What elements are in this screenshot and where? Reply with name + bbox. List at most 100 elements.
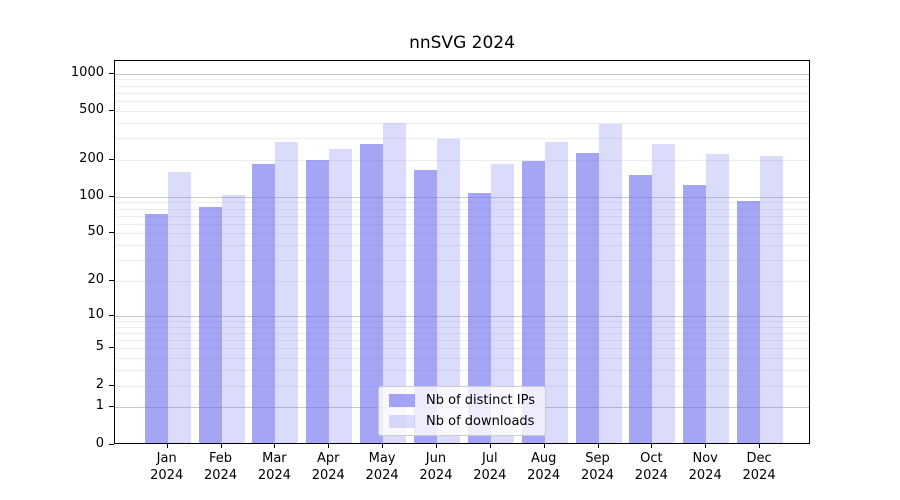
y-tick-200 <box>109 158 114 160</box>
legend-label-downloads: Nb of downloads <box>426 414 535 429</box>
x-tick-month-may: May <box>368 451 396 466</box>
x-tick-year-aug: 2024 <box>527 468 561 483</box>
x-tick-year-apr: 2024 <box>311 468 345 483</box>
x-tick-year-feb: 2024 <box>204 468 238 483</box>
bar-nb-of-distinct-ips-apr <box>306 159 330 443</box>
bar-nb-of-distinct-ips-feb <box>198 207 222 443</box>
x-tick-jul <box>489 444 491 448</box>
bar-nb-of-distinct-ips-aug <box>521 161 545 443</box>
y-tick-500 <box>109 109 114 111</box>
y-tick-label-500: 500 <box>79 101 104 117</box>
gridline-minor-80 <box>115 208 809 210</box>
y-tick-10 <box>109 314 114 316</box>
gridline-minor-50 <box>115 233 809 235</box>
gridline-minor-700 <box>115 92 809 94</box>
x-tick-month-jun: Jun <box>425 451 447 466</box>
gridline-minor-900 <box>115 79 809 81</box>
x-tick-label-mar: Mar 2024 <box>242 450 306 484</box>
y-tick-1 <box>109 406 114 408</box>
y-tick-label-50: 50 <box>87 224 104 240</box>
legend: Nb of distinct IPs Nb of downloads <box>378 386 546 436</box>
y-tick-label-200: 200 <box>79 150 104 166</box>
x-tick-apr <box>328 444 330 448</box>
bar-nb-of-distinct-ips-jan <box>144 214 168 443</box>
gridline-minor-4 <box>115 358 809 360</box>
x-tick-dec <box>759 444 761 448</box>
y-tick-label-20: 20 <box>87 272 104 288</box>
x-tick-jan <box>166 444 168 448</box>
x-tick-month-sep: Sep <box>585 451 610 466</box>
x-tick-month-apr: Apr <box>317 451 340 466</box>
legend-item-downloads: Nb of downloads <box>389 414 535 429</box>
bar-nb-of-downloads-sep <box>598 124 622 443</box>
y-tick-label-100: 100 <box>79 187 104 203</box>
bar-nb-of-distinct-ips-oct <box>629 174 653 443</box>
x-tick-label-dec: Dec 2024 <box>727 450 791 484</box>
y-tick-label-1: 1 <box>95 398 104 414</box>
legend-label-distinct-ips: Nb of distinct IPs <box>426 393 535 408</box>
x-tick-year-oct: 2024 <box>634 468 668 483</box>
x-tick-label-feb: Feb 2024 <box>189 450 253 484</box>
bar-nb-of-distinct-ips-may <box>360 144 384 443</box>
y-tick-50 <box>109 232 114 234</box>
gridline-minor-8 <box>115 326 809 328</box>
x-tick-month-nov: Nov <box>692 451 718 466</box>
y-tick-label-5: 5 <box>95 339 104 355</box>
gridline-minor-800 <box>115 85 809 87</box>
gridline-minor-6 <box>115 340 809 342</box>
bar-nb-of-distinct-ips-mar <box>252 163 276 443</box>
bar-nb-of-downloads-aug <box>544 142 568 443</box>
y-tick-label-0: 0 <box>95 435 104 451</box>
bar-nb-of-distinct-ips-sep <box>575 153 599 443</box>
gridline-minor-9 <box>115 320 809 322</box>
x-tick-year-nov: 2024 <box>688 468 722 483</box>
chart-title: nnSVG 2024 <box>409 33 515 53</box>
y-tick-100 <box>109 195 114 197</box>
plot-area: Nb of distinct IPs Nb of downloads <box>114 60 810 444</box>
x-tick-month-jan: Jan <box>156 451 177 466</box>
x-tick-aug <box>543 444 545 448</box>
bar-nb-of-distinct-ips-dec <box>737 200 761 443</box>
gridline-major-100 <box>115 196 809 198</box>
y-tick-1000 <box>109 72 114 74</box>
gridline-minor-600 <box>115 101 809 103</box>
x-tick-label-may: May 2024 <box>350 450 414 484</box>
legend-item-distinct-ips: Nb of distinct IPs <box>389 393 535 408</box>
bar-nb-of-downloads-dec <box>760 155 784 443</box>
y-tick-5 <box>109 347 114 349</box>
gridline-major-10 <box>115 315 809 317</box>
x-tick-year-dec: 2024 <box>742 468 776 483</box>
bar-nb-of-downloads-oct <box>652 144 676 443</box>
gridline-minor-40 <box>115 245 809 247</box>
gridline-minor-90 <box>115 202 809 204</box>
legend-swatch-distinct-ips <box>389 394 416 407</box>
y-tick-label-10: 10 <box>87 306 104 322</box>
x-tick-month-oct: Oct <box>640 451 663 466</box>
gridline-minor-70 <box>115 215 809 217</box>
bar-nb-of-downloads-may <box>383 122 407 443</box>
x-tick-label-aug: Aug 2024 <box>512 450 576 484</box>
legend-swatch-downloads <box>389 415 416 428</box>
x-tick-month-dec: Dec <box>746 451 772 466</box>
x-tick-label-jun: Jun 2024 <box>404 450 468 484</box>
x-tick-year-may: 2024 <box>365 468 399 483</box>
x-tick-mar <box>274 444 276 448</box>
gridline-minor-400 <box>115 122 809 124</box>
gridline-minor-500 <box>115 110 809 112</box>
gridline-minor-200 <box>115 159 809 161</box>
x-tick-label-jan: Jan 2024 <box>135 450 199 484</box>
x-tick-year-mar: 2024 <box>257 468 291 483</box>
x-tick-year-jul: 2024 <box>473 468 507 483</box>
bar-nb-of-downloads-jun <box>436 139 460 443</box>
x-tick-oct <box>651 444 653 448</box>
x-tick-year-jun: 2024 <box>419 468 453 483</box>
x-tick-month-jul: Jul <box>481 451 498 466</box>
gridline-minor-5 <box>115 348 809 350</box>
bar-nb-of-downloads-apr <box>329 148 353 443</box>
bar-nb-of-downloads-jul <box>490 163 514 443</box>
y-tick-20 <box>109 280 114 282</box>
x-tick-sep <box>597 444 599 448</box>
x-tick-feb <box>220 444 222 448</box>
bar-nb-of-downloads-jan <box>167 171 191 443</box>
